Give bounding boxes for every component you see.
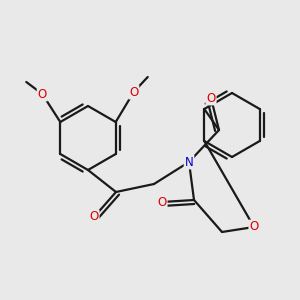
Text: N: N	[184, 155, 194, 169]
Text: O: O	[158, 196, 166, 208]
Text: O: O	[38, 88, 47, 100]
Text: O: O	[249, 220, 259, 233]
Text: O: O	[129, 85, 138, 98]
Text: O: O	[206, 92, 216, 104]
Text: O: O	[89, 211, 99, 224]
